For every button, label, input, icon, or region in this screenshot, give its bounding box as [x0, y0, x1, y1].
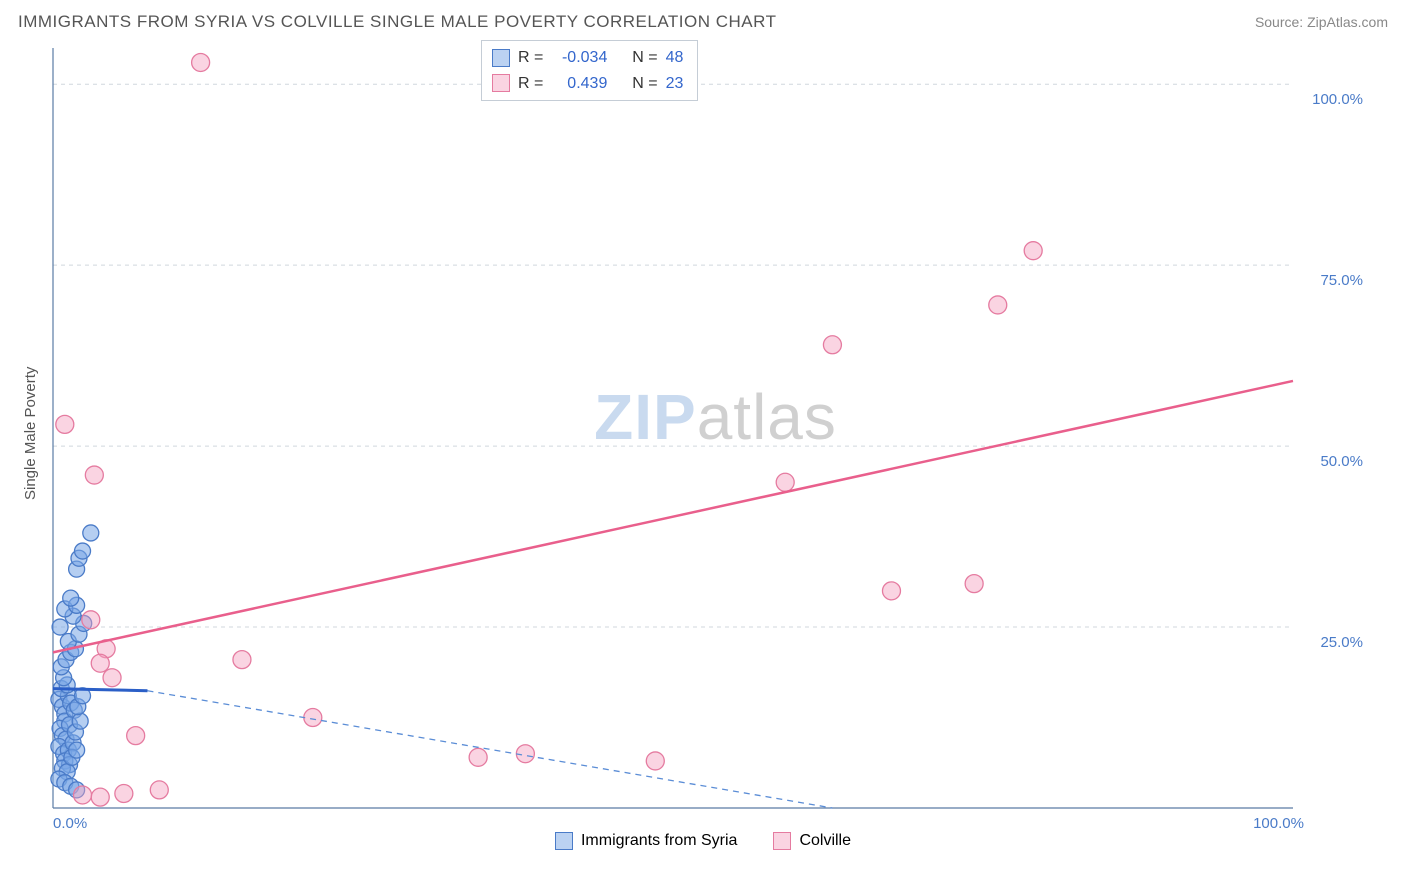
data-point — [52, 619, 68, 635]
chart-title: IMMIGRANTS FROM SYRIA VS COLVILLE SINGLE… — [18, 12, 776, 32]
data-point — [192, 53, 210, 71]
data-point — [91, 788, 109, 806]
data-point — [989, 296, 1007, 314]
data-point — [127, 727, 145, 745]
y-axis-label: Single Male Poverty — [18, 38, 43, 828]
data-point — [882, 582, 900, 600]
data-point — [83, 525, 99, 541]
data-point — [965, 575, 983, 593]
source-prefix: Source: — [1255, 14, 1307, 30]
y-tick-label: 25.0% — [1320, 634, 1363, 651]
data-point — [1024, 242, 1042, 260]
stats-legend: R = -0.034 N = 48 R = 0.439 N = 23 — [481, 40, 698, 101]
stats-legend-row: R = 0.439 N = 23 — [492, 71, 683, 97]
source-attribution: Source: ZipAtlas.com — [1255, 14, 1388, 30]
data-point — [74, 786, 92, 804]
r-label: R = — [518, 45, 543, 71]
plot-wrapper: Single Male Poverty 25.0% 50.0% 75.0% 100.0… — [18, 38, 1388, 828]
legend-swatch — [555, 832, 573, 850]
data-point — [91, 654, 109, 672]
stats-legend-row: R = -0.034 N = 48 — [492, 45, 683, 71]
legend-swatch — [492, 49, 510, 67]
n-label: N = — [632, 71, 657, 97]
legend-swatch — [492, 74, 510, 92]
y-tick-label: 100.0% — [1312, 91, 1363, 108]
legend-item: Colville — [773, 832, 851, 850]
r-value: -0.034 — [551, 45, 607, 71]
data-point — [56, 415, 74, 433]
y-tick-label: 75.0% — [1320, 272, 1363, 289]
series-legend: Immigrants from Syria Colville — [18, 832, 1388, 855]
data-point — [72, 713, 88, 729]
legend-label: Immigrants from Syria — [581, 832, 737, 850]
chart-header: IMMIGRANTS FROM SYRIA VS COLVILLE SINGLE… — [18, 12, 1388, 32]
x-tick-label: 0.0% — [53, 815, 87, 828]
chart-svg: 25.0% 50.0% 75.0% 100.0% 0.0% 100.0% — [43, 38, 1373, 828]
data-point — [233, 651, 251, 669]
data-point — [823, 336, 841, 354]
y-tick-label: 50.0% — [1320, 453, 1363, 470]
data-point — [469, 748, 487, 766]
data-point — [75, 543, 91, 559]
data-point — [69, 742, 85, 758]
legend-swatch — [773, 832, 791, 850]
source-name: ZipAtlas.com — [1307, 14, 1388, 30]
data-point — [63, 590, 79, 606]
n-value: 23 — [666, 71, 684, 97]
legend-label: Colville — [799, 832, 851, 850]
r-value: 0.439 — [551, 71, 607, 97]
data-point — [82, 611, 100, 629]
x-tick-label: 100.0% — [1253, 815, 1304, 828]
n-value: 48 — [666, 45, 684, 71]
legend-item: Immigrants from Syria — [555, 832, 737, 850]
data-point — [85, 466, 103, 484]
data-point — [103, 669, 121, 687]
n-label: N = — [632, 45, 657, 71]
data-point — [646, 752, 664, 770]
scatter-plot: 25.0%50.0%75.0%100.0%0.0%100.0% ZIPatlas… — [43, 38, 1388, 828]
data-point — [304, 709, 322, 727]
data-point — [150, 781, 168, 799]
data-point — [776, 473, 794, 491]
r-label: R = — [518, 71, 543, 97]
data-point — [115, 785, 133, 803]
